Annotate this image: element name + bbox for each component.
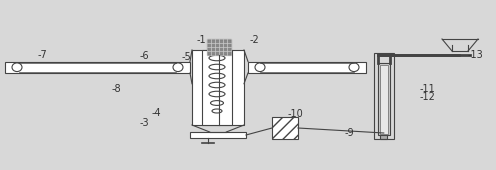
Ellipse shape (212, 109, 222, 113)
Bar (380, 135, 387, 139)
Text: -1: -1 (197, 35, 207, 45)
Bar (190, 132, 246, 138)
Text: -7: -7 (38, 50, 48, 60)
Ellipse shape (12, 63, 22, 72)
Bar (379, 64, 388, 133)
Text: -4: -4 (152, 108, 162, 118)
Ellipse shape (209, 73, 225, 79)
Bar (248, 62, 366, 73)
Text: -12: -12 (420, 92, 436, 102)
Text: -5: -5 (182, 52, 192, 62)
Bar (207, 39, 231, 55)
Text: -6: -6 (140, 51, 150, 61)
Ellipse shape (349, 63, 359, 72)
Text: -10: -10 (288, 109, 304, 119)
Bar (192, 50, 244, 125)
Bar (272, 117, 298, 139)
Text: -9: -9 (345, 128, 355, 138)
Ellipse shape (209, 64, 225, 70)
Text: -11: -11 (420, 84, 436, 94)
Bar (378, 63, 389, 135)
Text: -13: -13 (468, 50, 484, 60)
Ellipse shape (210, 101, 224, 105)
Ellipse shape (255, 63, 265, 72)
Ellipse shape (209, 82, 225, 88)
Bar (374, 53, 393, 139)
Bar (5, 62, 190, 73)
Ellipse shape (209, 55, 225, 61)
Text: -8: -8 (112, 84, 122, 94)
Text: -3: -3 (140, 118, 150, 128)
Text: -2: -2 (250, 35, 260, 45)
Ellipse shape (209, 91, 225, 97)
Ellipse shape (173, 63, 183, 72)
Bar (202, 50, 232, 125)
